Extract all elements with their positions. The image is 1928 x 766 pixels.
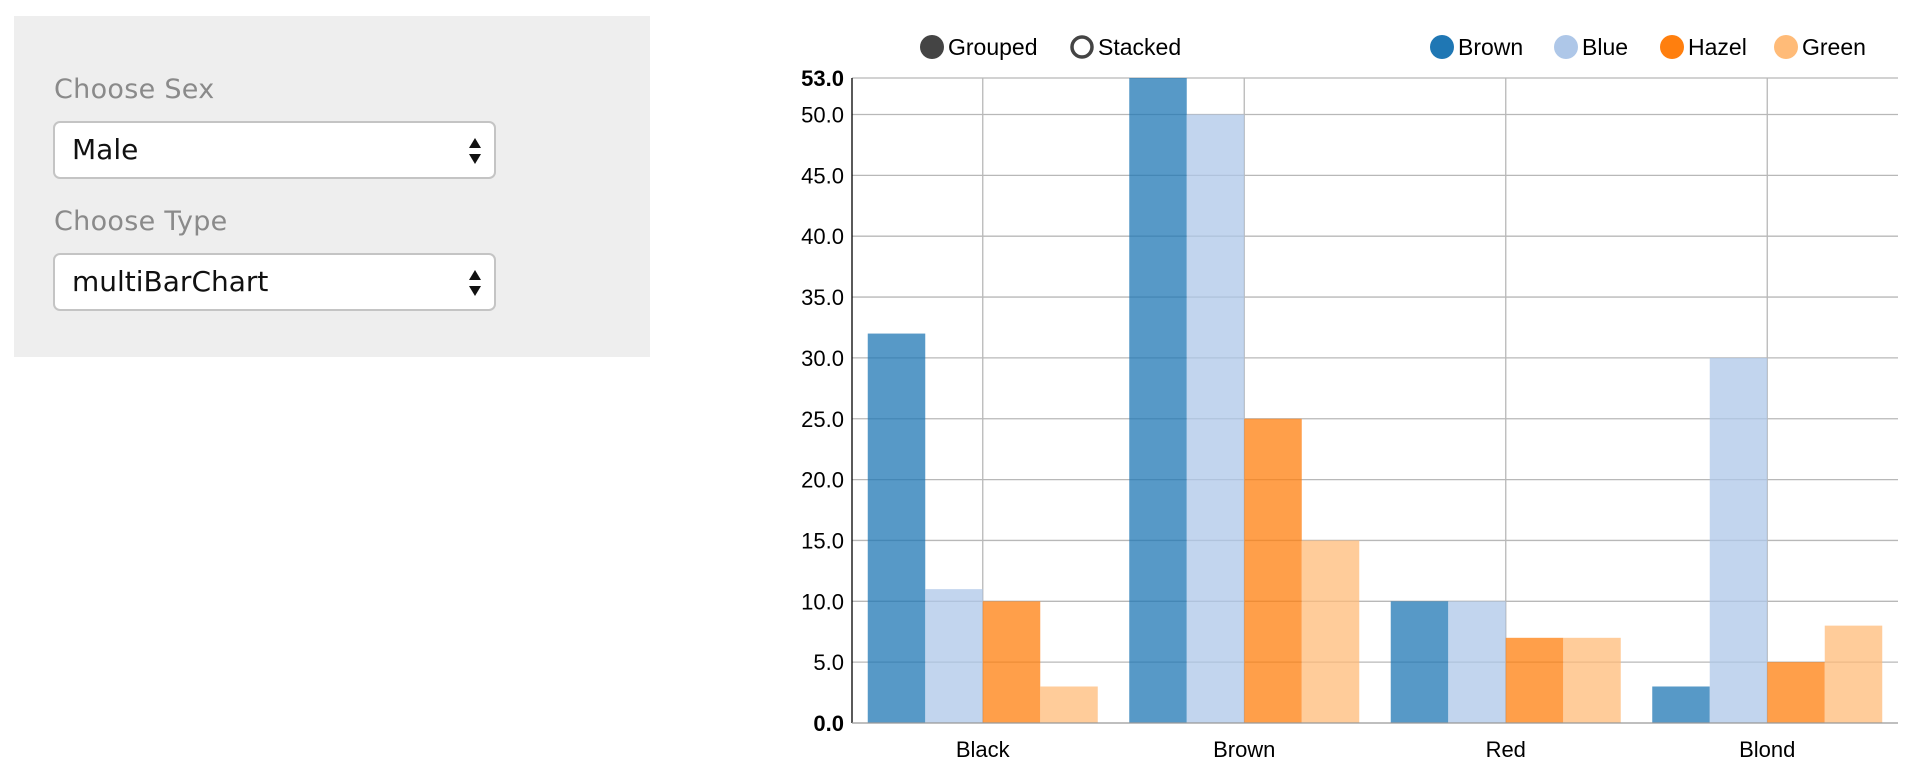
x-tick-label: Black bbox=[956, 737, 1011, 762]
mode-option-grouped[interactable]: Grouped bbox=[920, 34, 1038, 60]
y-tick-label: 20.0 bbox=[801, 468, 844, 493]
y-tick-label: 5.0 bbox=[813, 650, 844, 675]
bar-brown-red bbox=[1390, 601, 1449, 723]
y-tick-label: 40.0 bbox=[801, 224, 844, 249]
legend-item-green[interactable]: Green bbox=[1774, 34, 1866, 60]
y-tick-label: 0.0 bbox=[813, 711, 844, 736]
control-panel: Choose Sex Male Choose Type multiBarChar… bbox=[14, 16, 650, 357]
bar-brown-black bbox=[867, 333, 926, 723]
mode-controls: Grouped Stacked bbox=[920, 34, 1181, 60]
select-arrows-icon bbox=[469, 270, 481, 296]
sex-select[interactable]: Male bbox=[53, 121, 496, 179]
bar-hazel-brown bbox=[1244, 418, 1302, 723]
x-tick-label: Blond bbox=[1739, 737, 1795, 762]
select-arrows-icon bbox=[469, 138, 481, 164]
sex-label: Choose Sex bbox=[54, 74, 215, 105]
y-tick-label: 15.0 bbox=[801, 528, 844, 553]
bar-green-black bbox=[1040, 686, 1098, 723]
bar-blue-brown bbox=[1186, 114, 1245, 723]
bar-brown-brown bbox=[1129, 78, 1187, 723]
legend-label: Brown bbox=[1458, 34, 1523, 60]
radio-filled-icon bbox=[920, 35, 944, 59]
type-select[interactable]: multiBarChart bbox=[53, 253, 496, 311]
y-tick-label: 30.0 bbox=[801, 346, 844, 371]
bar-hazel-black bbox=[982, 601, 1041, 723]
bar-blue-blond bbox=[1709, 357, 1768, 723]
legend-swatch-icon bbox=[1660, 35, 1684, 59]
legend-swatch-icon bbox=[1554, 35, 1578, 59]
legend: Brown Blue Hazel Green bbox=[1430, 34, 1866, 60]
bar-blue-black bbox=[925, 589, 983, 723]
x-tick-label: Red bbox=[1486, 737, 1526, 762]
legend-item-hazel[interactable]: Hazel bbox=[1660, 34, 1747, 60]
axes: 0.0 5.0 10.0 15.0 20.0 25.0 30.0 35.0 40.0 45.0 50… bbox=[801, 66, 1898, 762]
x-tick-label: Brown bbox=[1213, 737, 1275, 762]
legend-label: Hazel bbox=[1688, 34, 1747, 60]
y-tick-label: 25.0 bbox=[801, 407, 844, 432]
type-select-value: multiBarChart bbox=[72, 265, 269, 298]
y-tick-label: 53.0 bbox=[801, 66, 844, 91]
y-tick-label: 45.0 bbox=[801, 163, 844, 188]
bar-brown-blond bbox=[1652, 686, 1710, 723]
legend-swatch-icon bbox=[1430, 35, 1454, 59]
mode-option-label: Grouped bbox=[948, 34, 1038, 60]
legend-swatch-icon bbox=[1774, 35, 1798, 59]
mode-option-label: Stacked bbox=[1098, 34, 1181, 60]
bar-blue-red bbox=[1448, 601, 1506, 723]
y-tick-label: 35.0 bbox=[801, 285, 844, 310]
bar-green-blond bbox=[1824, 625, 1883, 723]
y-tick-label: 10.0 bbox=[801, 589, 844, 614]
bar-chart: 0.0 5.0 10.0 15.0 20.0 25.0 30.0 35.0 40.0 45.0 50… bbox=[801, 34, 1898, 762]
radio-empty-icon bbox=[1070, 35, 1094, 59]
sex-select-value: Male bbox=[72, 133, 139, 166]
type-label: Choose Type bbox=[54, 206, 228, 237]
legend-label: Blue bbox=[1582, 34, 1628, 60]
mode-option-stacked[interactable]: Stacked bbox=[1070, 34, 1181, 60]
legend-item-blue[interactable]: Blue bbox=[1554, 34, 1628, 60]
bar-hazel-red bbox=[1505, 637, 1564, 723]
legend-label: Green bbox=[1802, 34, 1866, 60]
bar-hazel-blond bbox=[1767, 662, 1825, 723]
y-tick-label: 50.0 bbox=[801, 103, 844, 128]
bars bbox=[867, 78, 1883, 723]
legend-item-brown[interactable]: Brown bbox=[1430, 34, 1523, 60]
bar-green-red bbox=[1563, 637, 1621, 723]
bar-green-brown bbox=[1301, 540, 1360, 723]
